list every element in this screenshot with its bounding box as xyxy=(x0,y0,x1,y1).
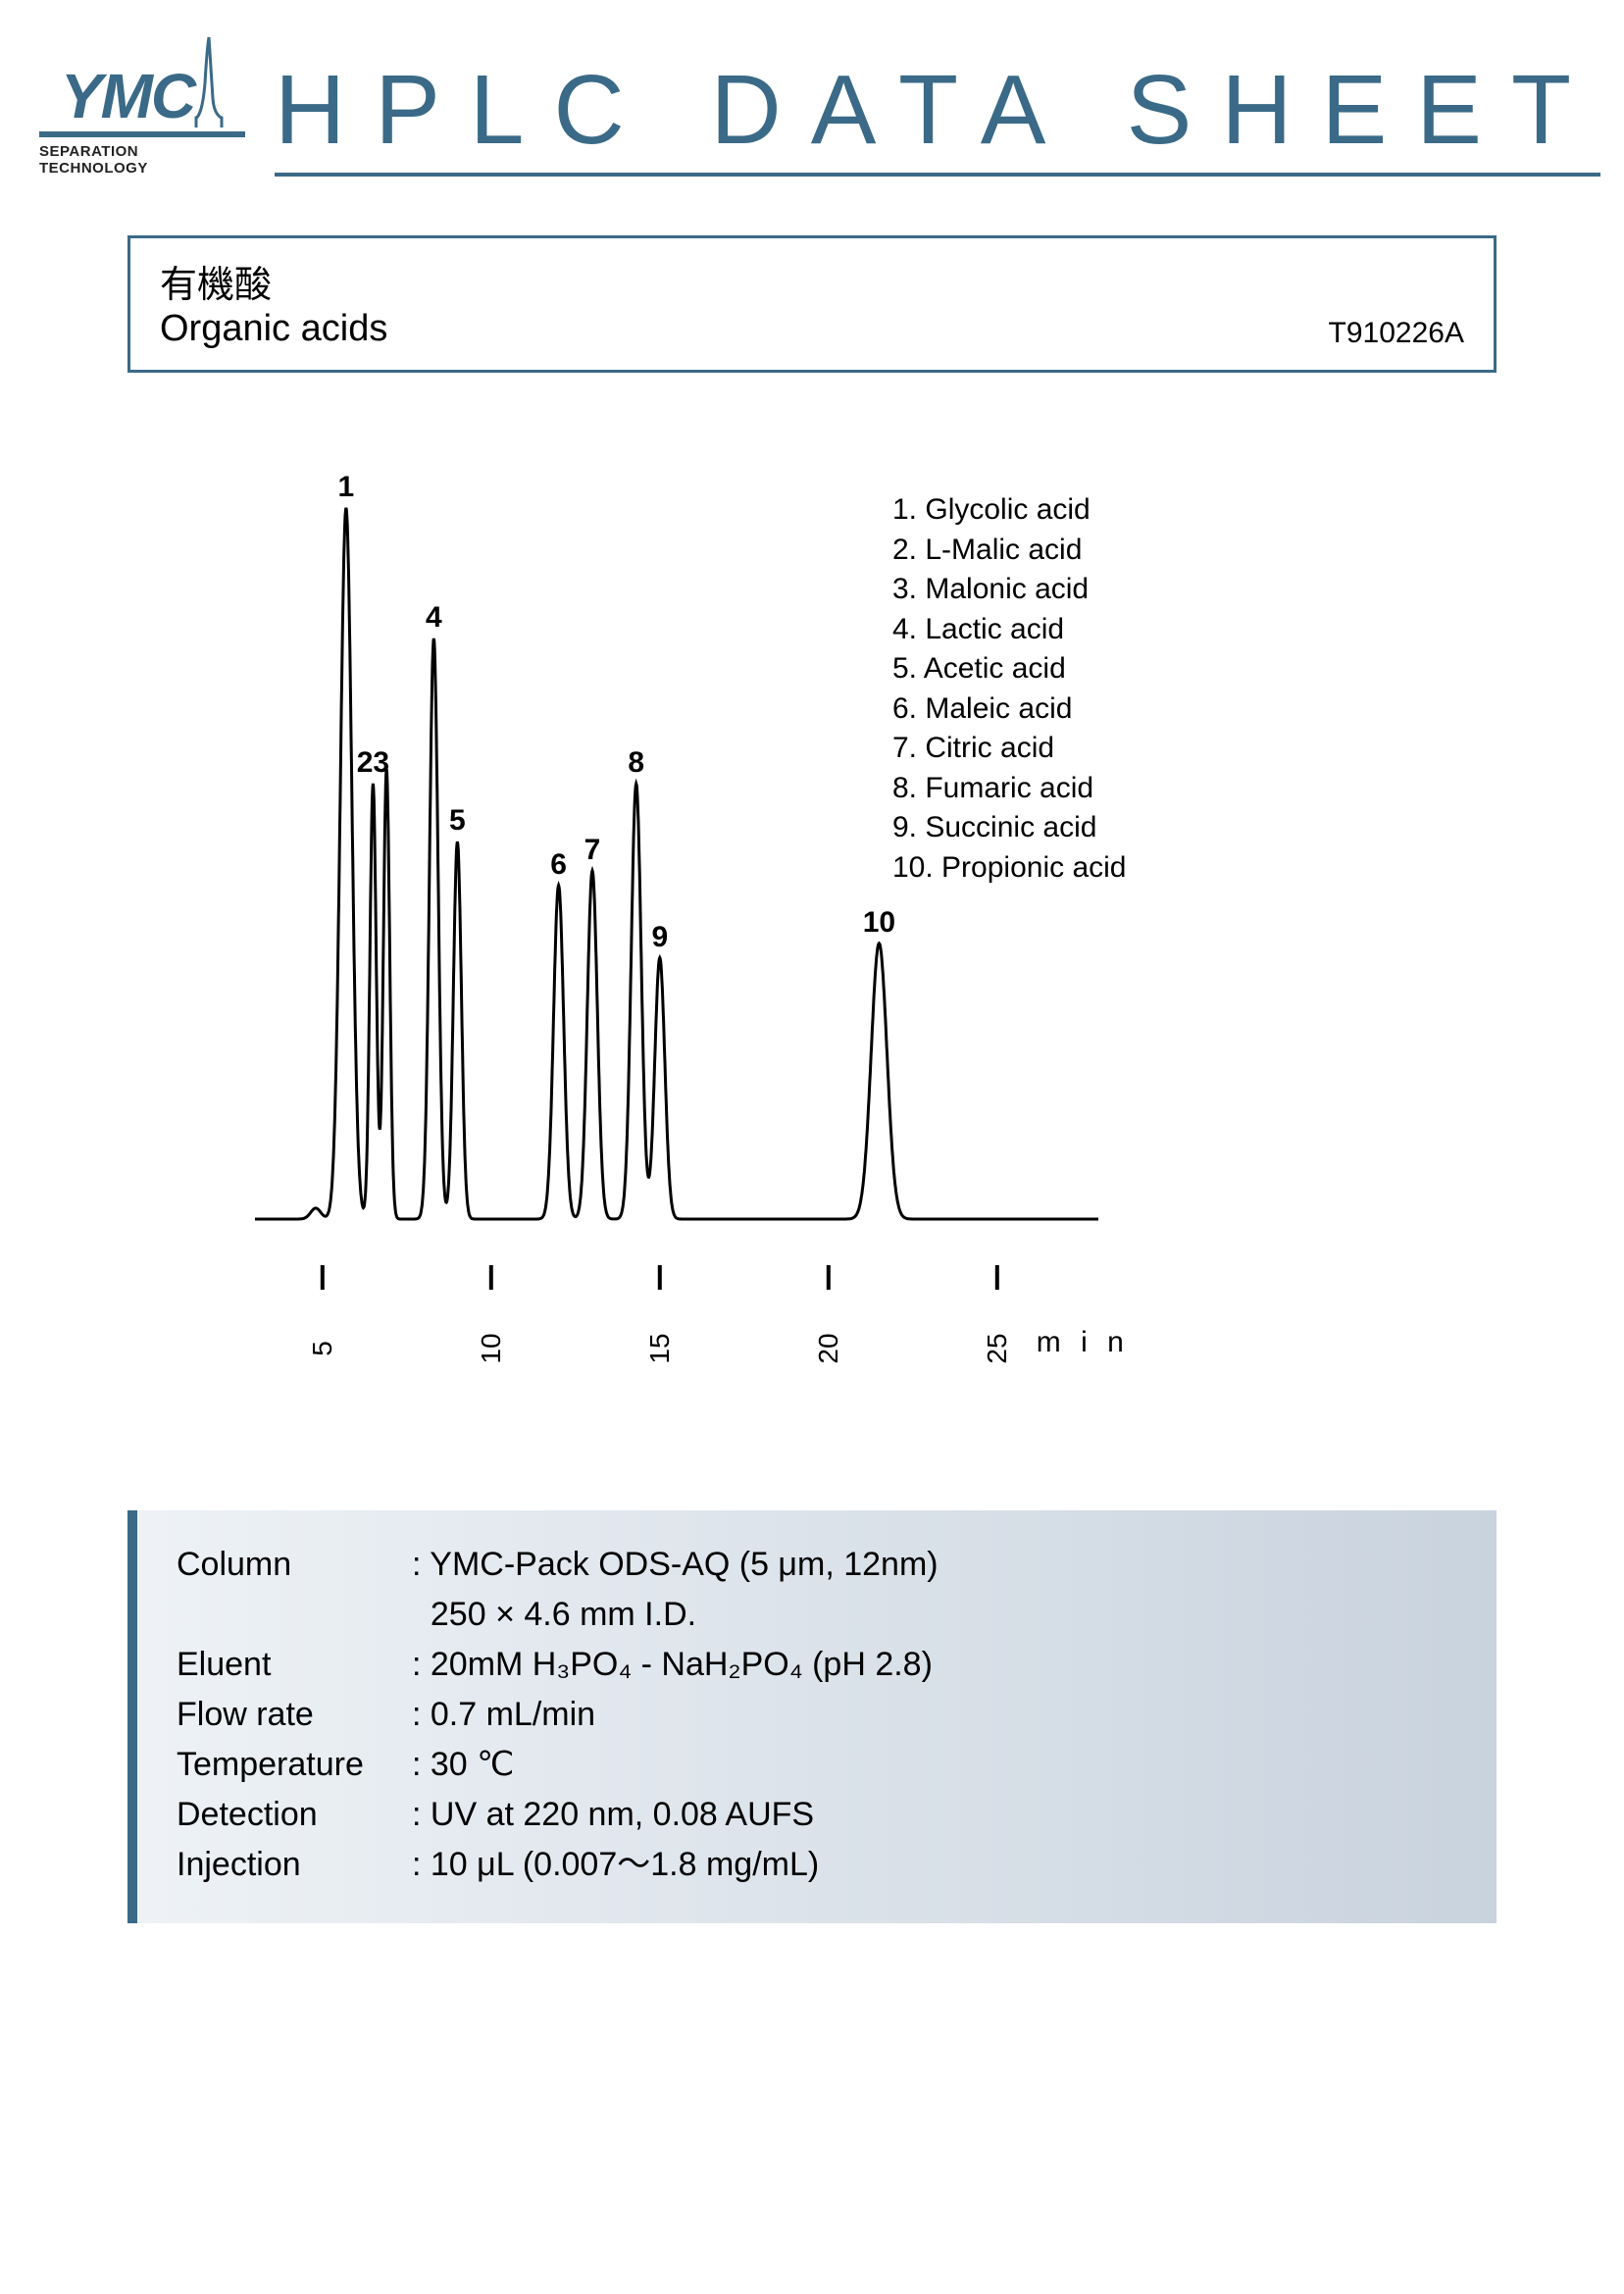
title-block: HPLC DATA SHEET xyxy=(275,61,1600,177)
x-tick-label: 5 xyxy=(307,1341,338,1356)
chromatogram: 12345678910 510152025m i n 1. Glycolic a… xyxy=(127,471,1497,1432)
condition-value: : 0.7 mL/min xyxy=(412,1690,1457,1740)
condition-value: : UV at 220 nm, 0.08 AUFS xyxy=(412,1790,1457,1840)
legend-item: 2. L-Malic acid xyxy=(892,531,1126,571)
x-axis-title: m i n xyxy=(1037,1326,1130,1359)
condition-row: 250 × 4.6 mm I.D. xyxy=(177,1590,1457,1640)
logo-text: YMC xyxy=(61,65,194,127)
x-tick-label: 10 xyxy=(476,1333,507,1363)
condition-value: : 30 ℃ xyxy=(412,1740,1457,1790)
sample-box: 有機酸 Organic acids T910226A xyxy=(127,235,1497,373)
condition-label: Column xyxy=(177,1540,412,1590)
peak-label-2: 23 xyxy=(357,746,389,780)
logo: YMC SEPARATION TECHNOLOGY xyxy=(39,29,245,177)
condition-row: Column: YMC-Pack ODS-AQ (5 μm, 12nm) xyxy=(177,1540,1457,1590)
condition-label: Flow rate xyxy=(177,1690,412,1740)
logo-underline xyxy=(39,131,245,137)
page-title: HPLC DATA SHEET xyxy=(275,61,1600,169)
peak-label-9: 9 xyxy=(651,921,668,954)
header: YMC SEPARATION TECHNOLOGY HPLC DATA SHEE… xyxy=(0,0,1624,177)
condition-row: Flow rate: 0.7 mL/min xyxy=(177,1690,1457,1740)
condition-label: Detection xyxy=(177,1790,412,1840)
condition-value: : YMC-Pack ODS-AQ (5 μm, 12nm) xyxy=(412,1540,1457,1590)
chromatogram-legend: 1. Glycolic acid2. L-Malic acid3. Maloni… xyxy=(892,490,1126,888)
condition-row: Detection: UV at 220 nm, 0.08 AUFS xyxy=(177,1790,1457,1840)
x-tick-label: 15 xyxy=(644,1333,676,1363)
logo-subtitle: SEPARATION TECHNOLOGY xyxy=(39,143,245,177)
peak-label-8: 8 xyxy=(628,746,644,780)
legend-item: 10. Propionic acid xyxy=(892,848,1126,889)
legend-item: 1. Glycolic acid xyxy=(892,490,1126,531)
condition-row: Injection: 10 μL (0.007～1.8 mg/mL) xyxy=(177,1840,1457,1890)
condition-value: : 20mM H₃PO₄ - NaH₂PO₄ (pH 2.8) xyxy=(412,1640,1457,1690)
condition-value: 250 × 4.6 mm I.D. xyxy=(412,1590,1457,1640)
peak-label-5: 5 xyxy=(449,804,466,838)
sample-titles: 有機酸 Organic acids xyxy=(160,254,387,350)
condition-label: Temperature xyxy=(177,1740,412,1790)
condition-value: : 10 μL (0.007～1.8 mg/mL) xyxy=(412,1840,1457,1890)
peak-label-7: 7 xyxy=(584,834,601,867)
x-tick-label: 25 xyxy=(982,1333,1013,1363)
logo-peak-icon xyxy=(194,29,224,127)
legend-item: 8. Fumaric acid xyxy=(892,769,1126,809)
legend-item: 4. Lactic acid xyxy=(892,610,1126,650)
sample-title-en: Organic acids xyxy=(160,308,387,350)
peak-label-1: 1 xyxy=(338,471,355,504)
condition-label: Injection xyxy=(177,1840,412,1890)
legend-item: 7. Citric acid xyxy=(892,729,1126,769)
condition-label: Eluent xyxy=(177,1640,412,1690)
peak-label-4: 4 xyxy=(426,601,442,635)
condition-row: Eluent: 20mM H₃PO₄ - NaH₂PO₄ (pH 2.8) xyxy=(177,1640,1457,1690)
legend-item: 6. Maleic acid xyxy=(892,689,1126,730)
peak-label-6: 6 xyxy=(550,848,567,882)
conditions-panel: Column: YMC-Pack ODS-AQ (5 μm, 12nm) 250… xyxy=(127,1510,1497,1923)
sample-title-jp: 有機酸 xyxy=(160,254,387,308)
x-tick-label: 20 xyxy=(813,1333,844,1363)
peak-label-10: 10 xyxy=(863,906,895,940)
title-underline xyxy=(275,173,1600,177)
legend-item: 3. Malonic acid xyxy=(892,570,1126,610)
condition-row: Temperature: 30 ℃ xyxy=(177,1740,1457,1790)
legend-item: 5. Acetic acid xyxy=(892,649,1126,689)
legend-item: 9. Succinic acid xyxy=(892,808,1126,848)
sample-code: T910226A xyxy=(1329,317,1464,350)
